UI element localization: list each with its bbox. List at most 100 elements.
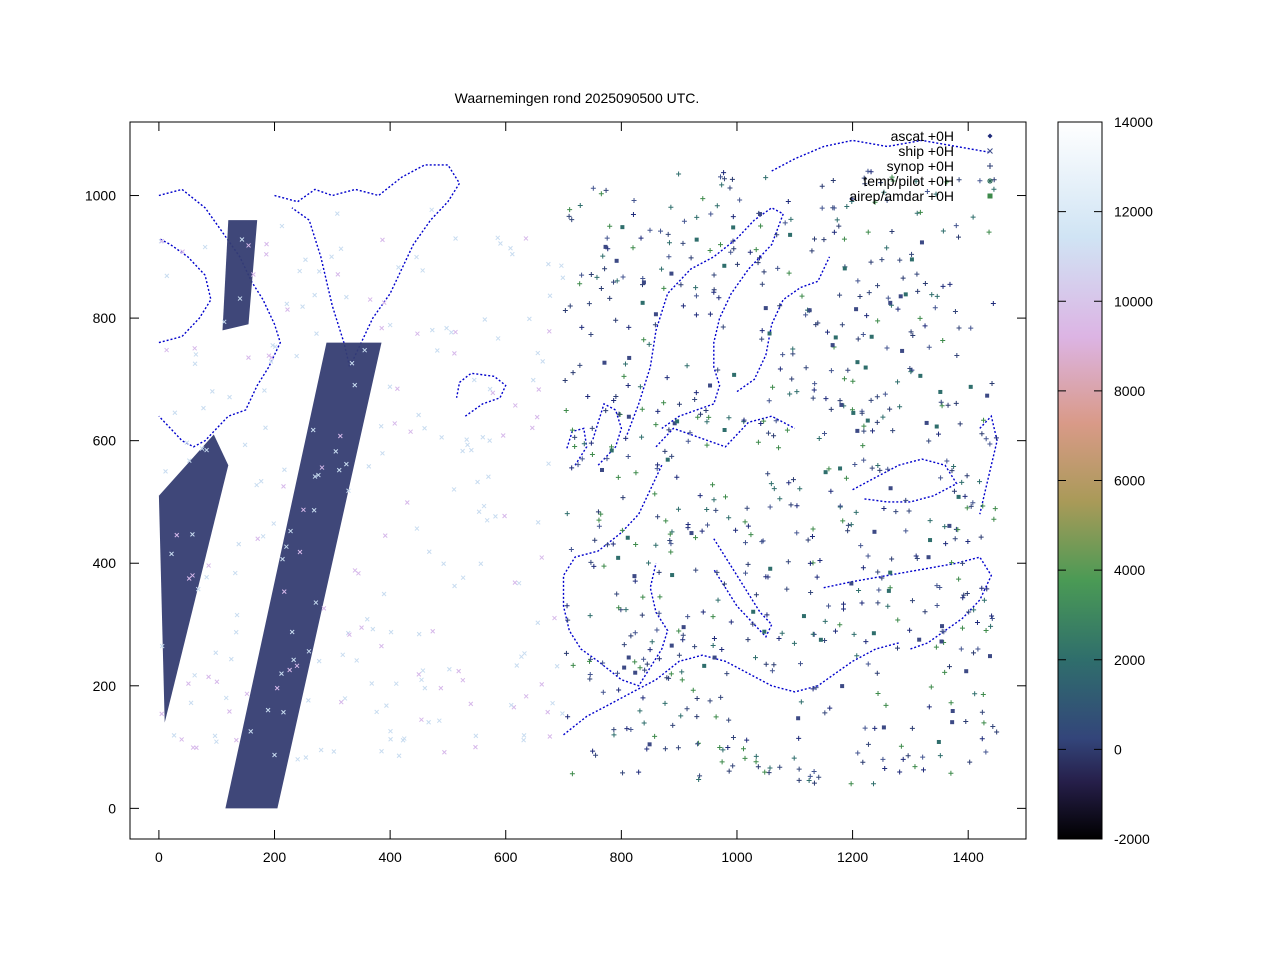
ship-marker <box>509 251 515 257</box>
synop-marker <box>607 223 613 229</box>
synop-marker <box>797 661 803 667</box>
ship-marker <box>379 325 385 331</box>
ship-marker <box>316 472 321 478</box>
synop-marker <box>992 506 998 512</box>
airep-marker <box>987 654 992 659</box>
ship-marker <box>258 478 264 484</box>
ship-marker <box>447 666 452 672</box>
synop-marker <box>569 771 575 777</box>
ship-marker <box>272 752 277 758</box>
synop-marker <box>604 235 610 241</box>
synop-marker <box>940 228 946 234</box>
ship-marker <box>359 625 364 631</box>
synop-marker <box>876 587 882 593</box>
ship-marker <box>223 695 229 701</box>
synop-marker <box>733 527 739 533</box>
synop-marker <box>991 516 997 522</box>
synop-marker <box>855 750 861 756</box>
ship-marker <box>441 561 446 567</box>
y-tick-label: 600 <box>93 433 117 449</box>
synop-marker <box>980 503 986 509</box>
ship-marker <box>481 503 487 509</box>
synop-marker <box>875 569 881 575</box>
synop-marker <box>646 560 652 566</box>
synop-marker <box>983 749 989 755</box>
ascat-swath <box>158 434 229 723</box>
airep-marker <box>757 212 762 217</box>
ship-marker <box>456 668 462 674</box>
synop-marker <box>718 174 724 180</box>
synop-marker <box>743 570 749 576</box>
synop-marker <box>816 435 822 441</box>
synop-marker <box>630 211 636 217</box>
synop-marker <box>790 477 796 483</box>
synop-marker <box>694 214 700 220</box>
ship-marker <box>202 244 208 250</box>
synop-marker <box>695 740 701 746</box>
coastline <box>979 414 998 515</box>
synop-marker <box>884 345 890 351</box>
ship-marker <box>482 317 488 322</box>
airep-marker <box>796 716 801 721</box>
synop-marker <box>952 309 958 315</box>
synop-marker <box>831 229 837 235</box>
airep-marker <box>801 614 806 619</box>
ship-marker <box>213 650 219 656</box>
ship-marker <box>508 702 514 708</box>
ship-marker <box>512 403 518 408</box>
airep-marker <box>627 355 632 360</box>
synop-marker <box>662 448 668 454</box>
synop-marker <box>700 196 706 202</box>
ship-marker <box>334 211 340 217</box>
synop-marker <box>794 530 800 536</box>
airep-marker <box>722 428 727 433</box>
synop-marker <box>758 421 764 427</box>
synop-marker <box>967 759 973 765</box>
synop-marker <box>977 178 983 184</box>
airep-marker <box>855 428 860 433</box>
airep-marker <box>620 225 625 230</box>
synop-marker <box>666 427 672 433</box>
synop-marker <box>579 272 585 278</box>
synop-marker <box>598 285 604 291</box>
synop-marker <box>762 769 768 775</box>
airep-marker <box>712 655 717 660</box>
synop-marker <box>742 755 748 761</box>
synop-marker <box>619 527 625 533</box>
synop-marker <box>725 745 731 751</box>
ship-marker <box>227 394 232 400</box>
synop-marker <box>600 689 606 695</box>
synop-marker <box>853 509 859 515</box>
synop-marker <box>572 434 578 440</box>
airep-marker <box>609 448 614 453</box>
ship-marker <box>295 756 301 762</box>
synop-marker <box>577 281 583 287</box>
ship-marker <box>301 507 306 513</box>
ship-marker <box>265 707 271 713</box>
synop-marker <box>877 467 883 473</box>
synop-marker <box>575 462 581 468</box>
synop-marker <box>775 265 781 271</box>
airep-marker <box>633 670 638 675</box>
synop-marker <box>880 756 886 762</box>
y-tick-label: 800 <box>93 310 117 326</box>
synop-marker <box>613 317 619 323</box>
synop-marker <box>706 414 712 420</box>
ship-marker <box>460 575 466 581</box>
synop-marker <box>821 237 827 243</box>
synop-marker <box>577 202 583 208</box>
synop-marker <box>981 417 987 423</box>
synop-marker <box>632 578 638 584</box>
ship-marker <box>206 674 211 680</box>
synop-marker <box>694 714 700 720</box>
synop-marker <box>623 435 629 441</box>
synop-marker <box>758 223 764 229</box>
synop-marker <box>755 764 761 770</box>
synop-marker <box>971 650 977 656</box>
ship-marker <box>388 629 394 635</box>
synop-marker <box>719 646 725 652</box>
synop-marker <box>917 209 923 215</box>
ship-marker <box>306 648 312 654</box>
airep-marker <box>622 665 627 670</box>
